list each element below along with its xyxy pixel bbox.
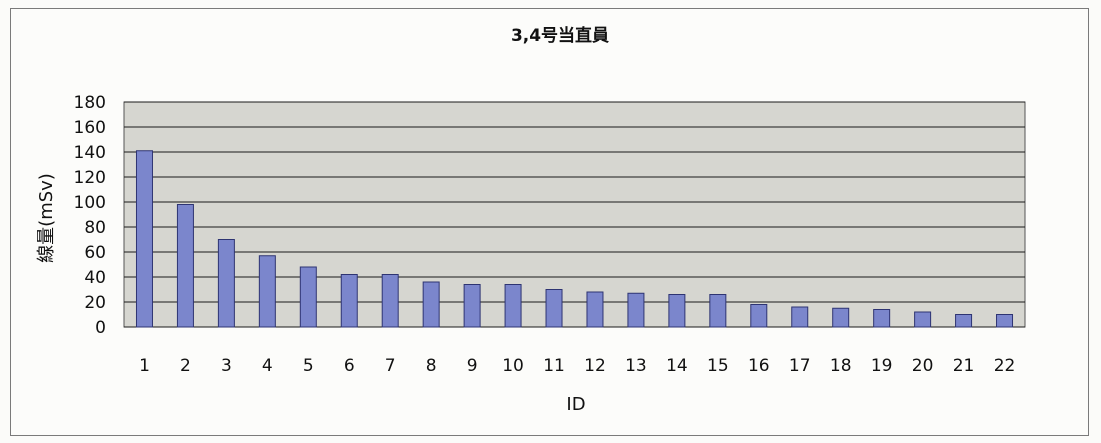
x-tick-label: 9 [467, 356, 478, 376]
x-tick-label: 7 [385, 356, 396, 376]
bar-8 [422, 281, 440, 328]
y-tick-label: 160 [74, 118, 106, 138]
y-tick-label: 60 [84, 243, 106, 263]
x-tick-label: 19 [871, 356, 893, 376]
x-tick-label: 22 [994, 356, 1016, 376]
bar-4 [258, 255, 276, 328]
x-tick-label: 5 [303, 356, 314, 376]
bar-13 [627, 292, 645, 328]
x-tick-label: 2 [180, 356, 191, 376]
x-tick-label: 1 [139, 356, 150, 376]
bar-21 [955, 314, 973, 328]
y-tick-label: 0 [95, 318, 106, 338]
y-tick-label: 80 [84, 218, 106, 238]
x-tick-label: 12 [584, 356, 606, 376]
x-tick-label: 21 [953, 356, 975, 376]
x-axis-ticks: 1 2 3 4 5 6 7 8 9 10 11 12 13 14 15 16 17 18 19 20 21 22 [139, 356, 1015, 376]
x-tick-label: 16 [748, 356, 770, 376]
gridlines [124, 101, 1025, 328]
x-tick-label: 13 [625, 356, 647, 376]
bar-19 [873, 309, 891, 328]
bar-3 [217, 239, 235, 328]
x-tick-label: 15 [707, 356, 729, 376]
y-tick-label: 120 [74, 168, 106, 188]
y-tick-label: 140 [74, 143, 106, 163]
bar-14 [668, 294, 686, 328]
bar-20 [914, 311, 932, 328]
x-tick-label: 20 [912, 356, 934, 376]
bar-2 [176, 204, 194, 328]
x-tick-label: 18 [830, 356, 852, 376]
x-tick-label: 4 [262, 356, 273, 376]
y-tick-label: 20 [84, 293, 106, 313]
bar-17 [791, 306, 809, 328]
y-axis-ticks: 0 20 40 60 80 100 120 140 160 180 [74, 93, 106, 338]
x-tick-label: 6 [344, 356, 355, 376]
bar-11 [545, 289, 563, 328]
bar-6 [340, 274, 358, 328]
x-axis-label: ID [566, 394, 585, 415]
bar-5 [299, 266, 317, 328]
x-tick-label: 14 [666, 356, 688, 376]
bar-16 [750, 304, 768, 328]
chart-title: 3,4号当直員 [511, 25, 609, 46]
y-axis-label: 線量(mSv) [36, 173, 57, 263]
y-tick-label: 180 [74, 93, 106, 113]
y-tick-label: 40 [84, 268, 106, 288]
bar-9 [463, 284, 481, 328]
bar-15 [709, 294, 727, 328]
x-tick-label: 17 [789, 356, 811, 376]
bar-22 [996, 314, 1014, 328]
bar-18 [832, 307, 850, 328]
x-tick-label: 11 [543, 356, 565, 376]
bar-1 [135, 150, 153, 328]
bars [135, 150, 1014, 328]
bar-12 [586, 291, 604, 328]
bar-7 [381, 274, 399, 328]
x-tick-label: 10 [502, 356, 524, 376]
bar-10 [504, 284, 522, 328]
y-tick-label: 100 [74, 193, 106, 213]
x-tick-label: 3 [221, 356, 232, 376]
x-tick-label: 8 [426, 356, 437, 376]
